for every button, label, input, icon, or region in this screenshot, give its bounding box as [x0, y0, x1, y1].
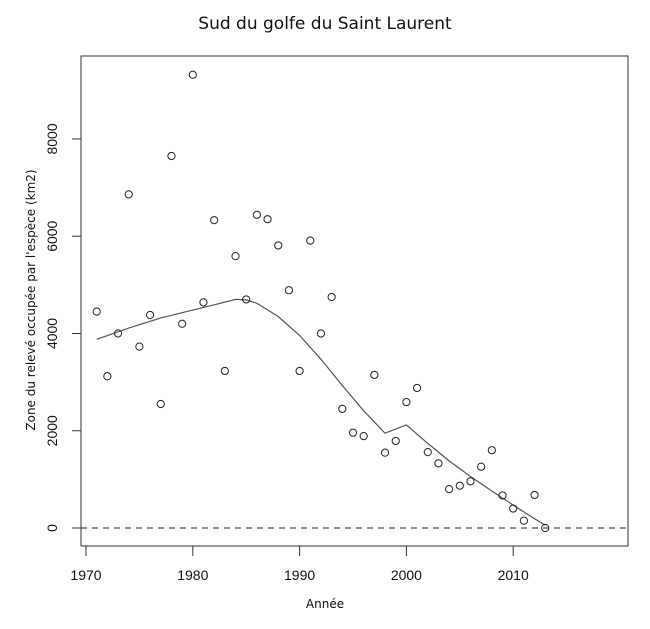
data-point [487, 446, 496, 455]
y-tick-label: 6000 [44, 220, 60, 251]
data-point [135, 342, 144, 351]
data-point [167, 151, 176, 161]
data-point [445, 484, 454, 494]
data-point [477, 462, 486, 471]
data-point [274, 241, 283, 250]
plot-frame [80, 55, 629, 547]
data-point [178, 319, 187, 328]
data-point [434, 459, 443, 468]
data-point [284, 286, 294, 295]
data-point [113, 329, 123, 338]
data-point [380, 448, 390, 457]
y-axis-label: Zone du relevé occupée par l'espèce (km2… [24, 169, 38, 430]
data-point [348, 428, 358, 437]
data-point [455, 481, 464, 490]
y-tick-label: 2000 [44, 415, 60, 446]
x-tick-label: 1970 [70, 567, 101, 583]
data-point [498, 491, 507, 500]
data-point [231, 252, 240, 261]
y-axis: 0 2000 4000 6000 8000 [44, 123, 81, 532]
data-point [156, 399, 165, 409]
y-tick-label: 4000 [44, 318, 60, 349]
data-point [306, 236, 315, 245]
data-point [263, 215, 272, 224]
x-tick-label: 1990 [284, 567, 315, 583]
x-axis: 1970 1980 1990 2000 2010 [70, 546, 529, 583]
data-point [316, 329, 326, 338]
data-point [252, 210, 261, 219]
data-point [210, 216, 219, 225]
data-point [466, 477, 475, 486]
data-point [530, 490, 539, 500]
y-tick-label: 8000 [44, 123, 60, 154]
loess-trend-line [96, 298, 546, 526]
data-point [541, 523, 550, 533]
y-tick-label: 0 [44, 524, 60, 532]
data-point [359, 431, 368, 441]
data-point [242, 295, 251, 304]
data-point [423, 448, 432, 457]
data-point [124, 190, 133, 199]
data-point [327, 292, 336, 302]
data-points [92, 70, 550, 533]
data-point [295, 366, 304, 376]
data-point [402, 397, 411, 407]
data-point [519, 516, 528, 525]
data-point [412, 383, 422, 393]
x-tick-label: 2010 [498, 567, 529, 583]
data-point [509, 504, 518, 513]
x-tick-label: 2000 [391, 567, 422, 583]
data-point [370, 370, 379, 379]
data-point [145, 310, 155, 320]
x-axis-label: Année [306, 597, 344, 611]
chart-title: Sud du golfe du Saint Laurent [198, 14, 452, 34]
data-point [188, 70, 197, 79]
data-point [220, 366, 229, 376]
x-tick-label: 1980 [177, 567, 208, 583]
data-point [92, 307, 101, 316]
data-point [391, 436, 400, 446]
data-point [199, 298, 208, 307]
data-point [103, 372, 112, 381]
data-point [338, 404, 347, 413]
